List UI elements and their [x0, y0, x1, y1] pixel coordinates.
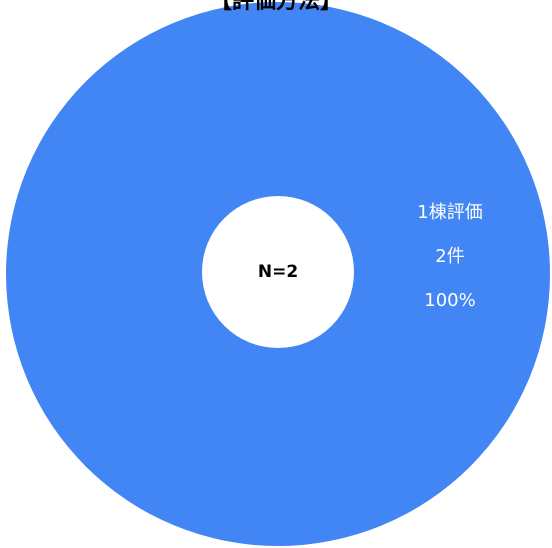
slice-value: 2件 — [435, 246, 464, 267]
slice-percent: 100% — [424, 290, 475, 311]
center-label: N=2 — [258, 262, 298, 282]
slice-label: 1棟評価 — [417, 202, 482, 223]
donut-hole — [202, 196, 354, 348]
chart-title: 【評価方法】 — [210, 0, 342, 14]
